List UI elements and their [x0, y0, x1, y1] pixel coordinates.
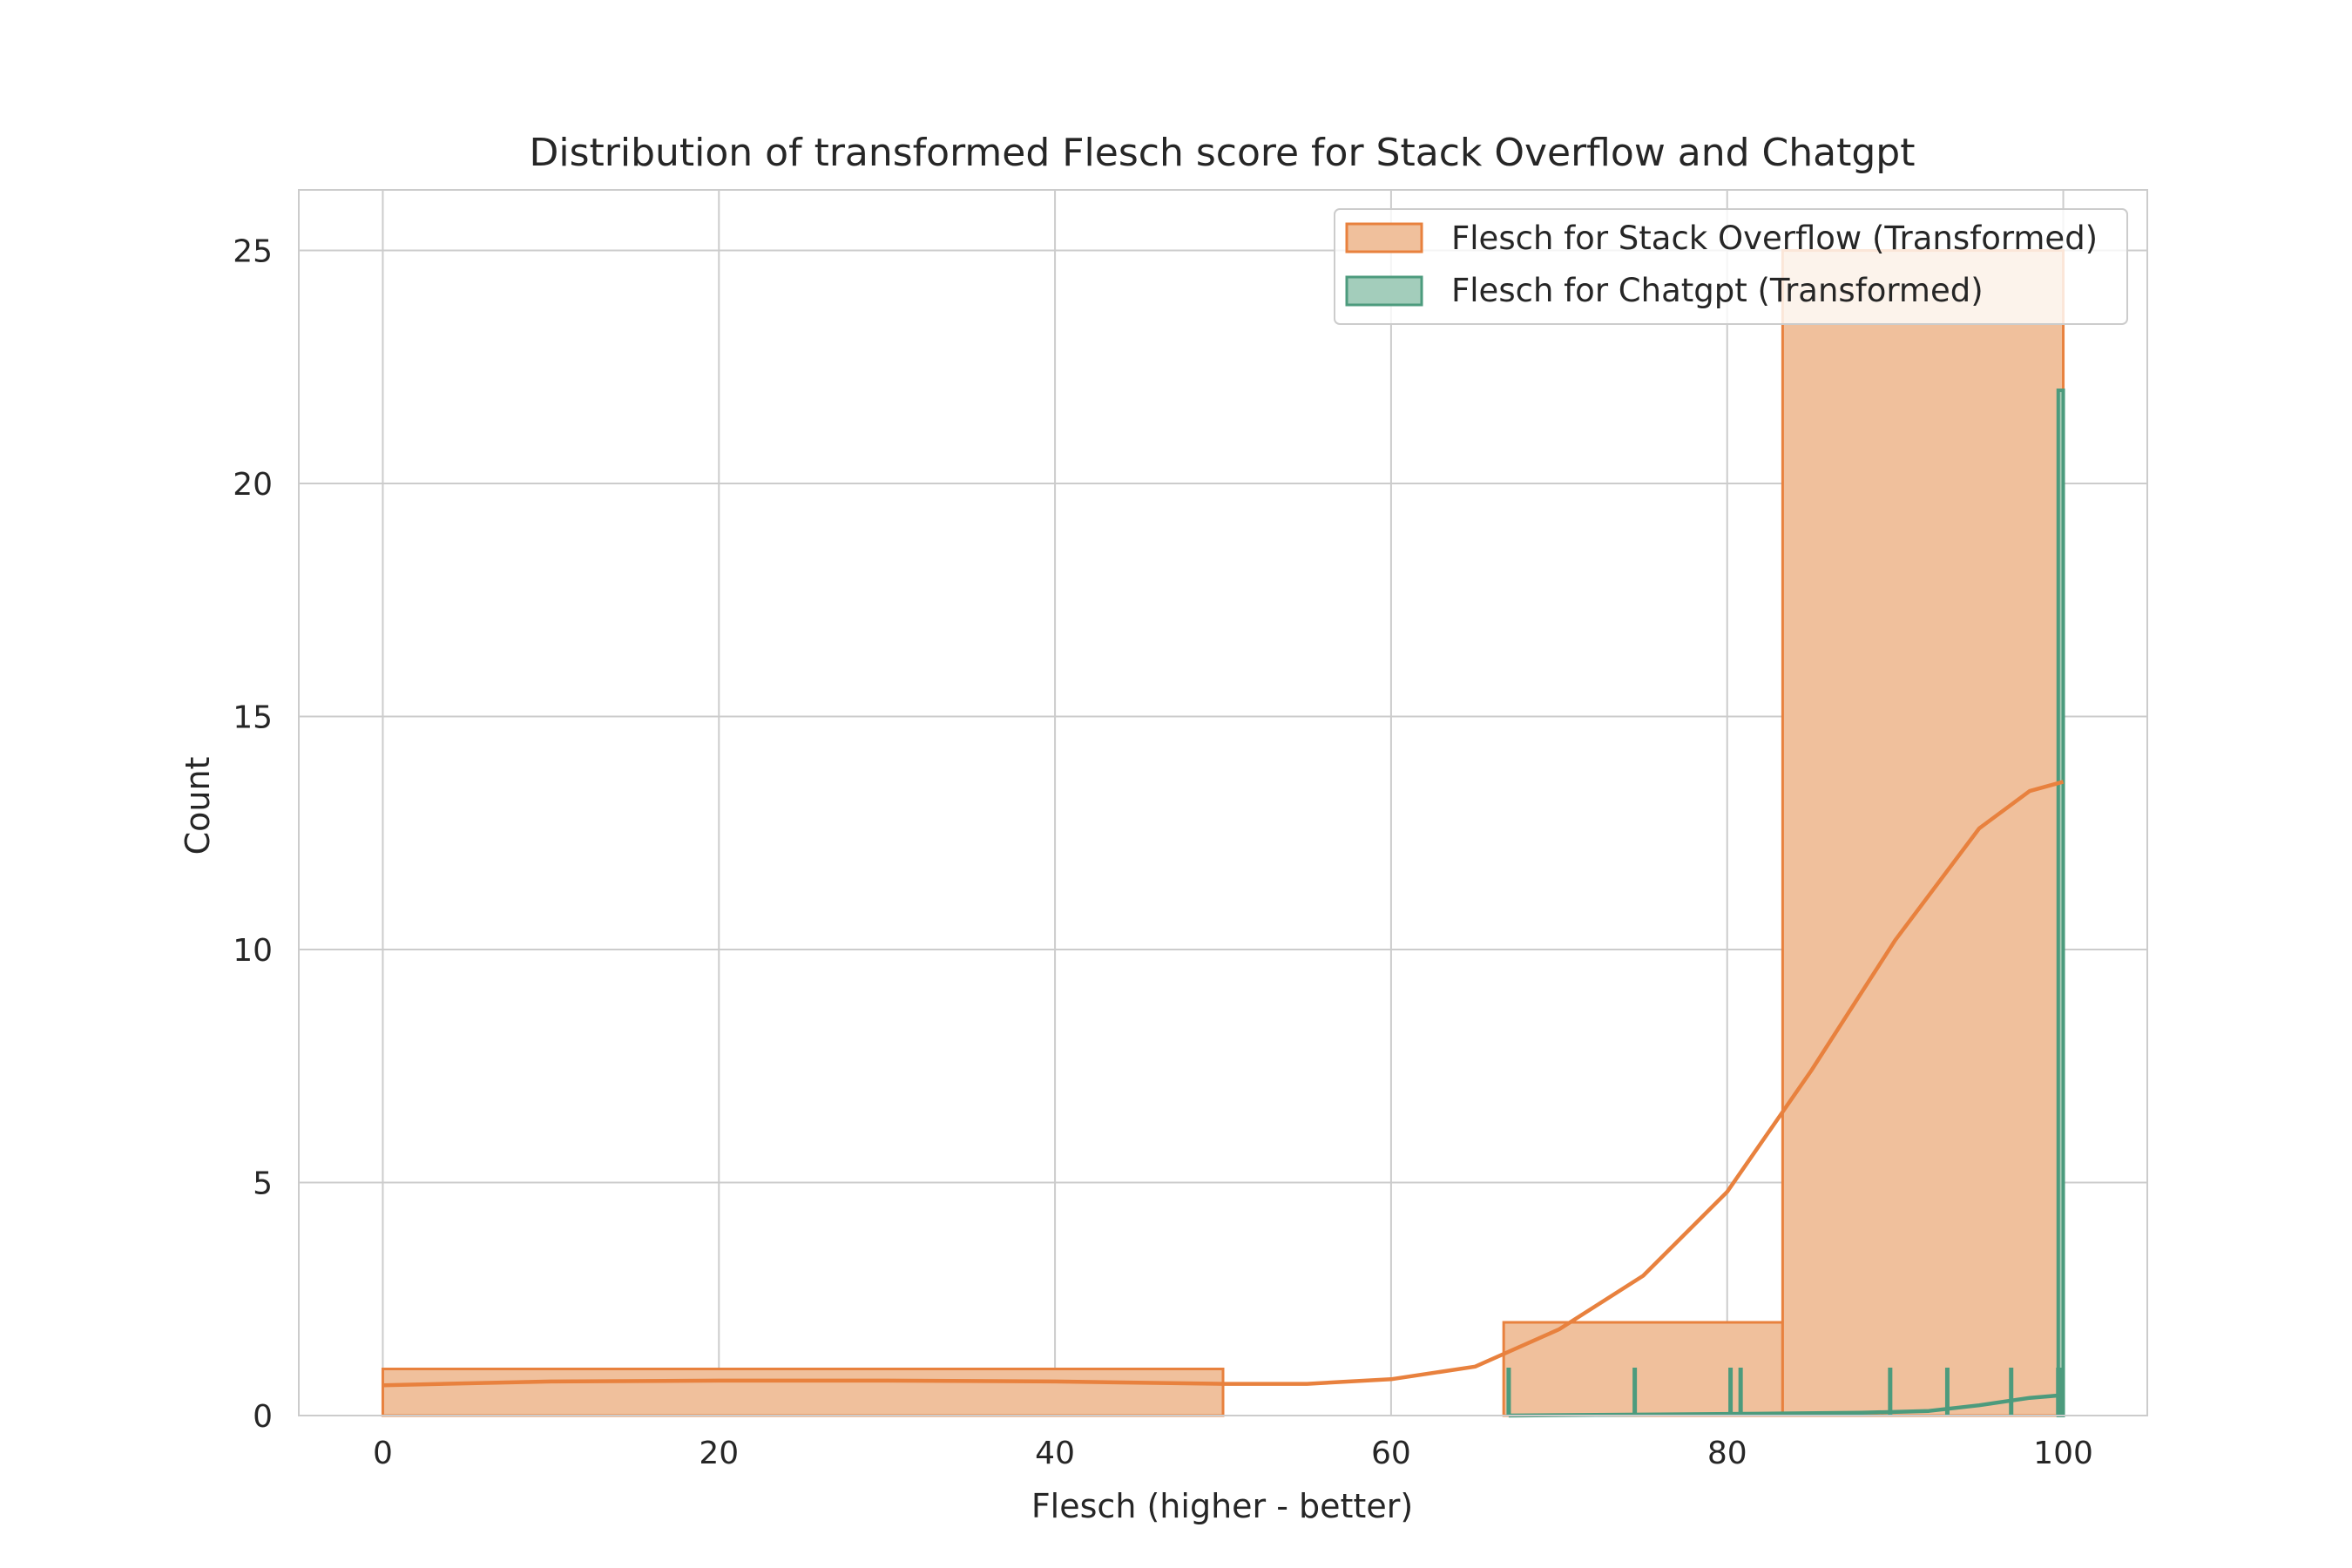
x-tick-label: 60 — [1371, 1436, 1411, 1471]
kde-curve — [382, 780, 2065, 1388]
x-tick-labels: 0 20 40 60 80 100 — [373, 1436, 2093, 1471]
legend-box — [1334, 208, 2128, 325]
kde-curve — [1508, 1393, 2064, 1418]
chart-title: Distribution of transformed Flesch score… — [529, 131, 1915, 175]
x-tick-label: 80 — [1707, 1436, 1747, 1471]
histogram-bar — [1781, 249, 2065, 1417]
plot-frame — [298, 189, 2148, 1416]
y-axis-label: Count — [179, 757, 217, 855]
y-tick-label: 15 — [233, 700, 273, 736]
legend-swatch-stack-overflow — [1345, 222, 1423, 253]
histogram-bars — [381, 249, 2065, 1417]
legend-label-chatgpt: Flesch for Chatgpt (Transformed) — [1451, 272, 1984, 309]
legend: Flesch for Stack Overflow (Transformed) … — [1334, 208, 2128, 325]
histogram-bar — [2056, 389, 2065, 1417]
y-tick-label: 10 — [233, 933, 273, 969]
y-tick-label: 20 — [233, 467, 273, 503]
x-tick-label: 100 — [2033, 1436, 2093, 1471]
y-tick-label: 0 — [253, 1399, 273, 1435]
histogram-bar — [381, 1368, 1225, 1417]
kde-curves — [382, 780, 2065, 1418]
histogram-bar — [1502, 1321, 1784, 1417]
x-tick-label: 0 — [373, 1436, 393, 1471]
x-tick-label: 40 — [1035, 1436, 1075, 1471]
y-tick-label: 25 — [233, 234, 273, 270]
legend-swatch-chatgpt — [1345, 275, 1423, 307]
x-axis-label: Flesch (higher - better) — [1031, 1487, 1413, 1525]
legend-label-stack-overflow: Flesch for Stack Overflow (Transformed) — [1451, 220, 2098, 257]
y-tick-label: 5 — [253, 1166, 273, 1202]
y-tick-labels: 0 5 10 15 20 25 — [233, 234, 273, 1435]
x-tick-label: 20 — [699, 1436, 739, 1471]
